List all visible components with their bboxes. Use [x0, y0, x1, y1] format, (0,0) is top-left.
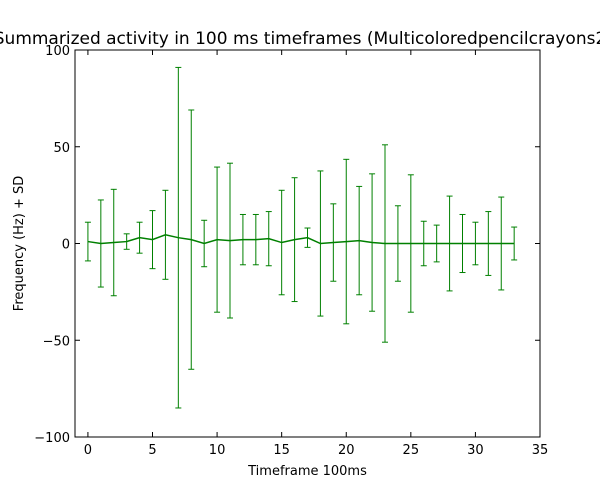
y-tick-label: 100: [45, 44, 70, 59]
x-tick-label: 10: [209, 443, 226, 458]
x-tick-label: 5: [148, 443, 156, 458]
y-tick-label: 0: [62, 238, 70, 253]
x-axis-label: Timeframe 100ms: [247, 464, 367, 479]
axis-ticks: 0 5 10 15 20 25 30 35 −100 −50 0 50 100: [34, 44, 548, 458]
x-tick-label: 35: [532, 443, 549, 458]
x-tick-label: 0: [84, 443, 92, 458]
chart-title: Summarized activity in 100 ms timeframes…: [0, 29, 600, 49]
x-tick-label: 20: [338, 443, 355, 458]
x-tick-label: 15: [273, 443, 290, 458]
y-tick-label: 50: [53, 141, 70, 156]
mean-line: [87, 234, 515, 245]
y-tick-label: −100: [34, 431, 70, 446]
x-tick-label: 30: [467, 443, 484, 458]
y-axis-label: Frequency (Hz) + SD: [12, 176, 27, 311]
plot-area: [84, 66, 518, 409]
x-tick-label: 25: [403, 443, 420, 458]
y-tick-label: −50: [43, 334, 70, 349]
plot-frame: [74, 49, 541, 438]
